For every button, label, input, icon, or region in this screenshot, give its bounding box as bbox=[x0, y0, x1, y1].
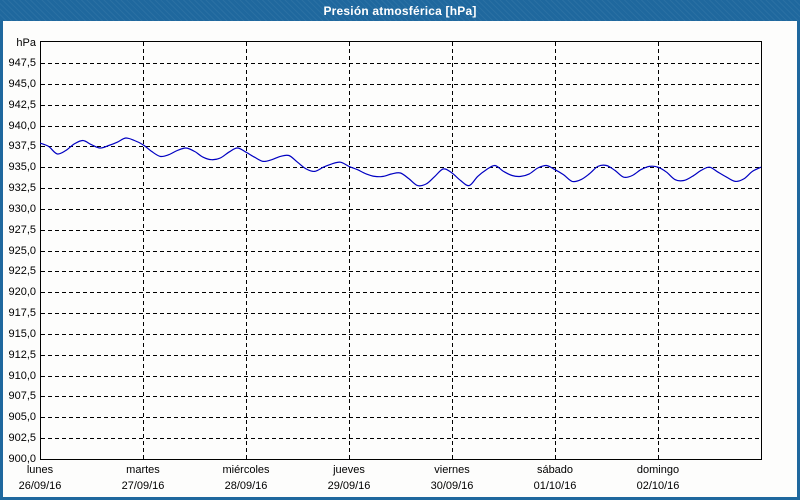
chart-title: Presión atmosférica [hPa] bbox=[323, 3, 477, 18]
x-tick-weekday: domingo bbox=[636, 464, 680, 476]
x-tick-label: lunes 26/09/16 bbox=[19, 464, 62, 492]
y-tick-label: 942,5 bbox=[8, 98, 36, 111]
y-tick-label: 937,5 bbox=[8, 140, 36, 153]
y-tick-label: 905,0 bbox=[8, 411, 36, 424]
x-tick-label: viernes 30/09/16 bbox=[431, 464, 474, 492]
y-tick-label: 915,0 bbox=[8, 327, 36, 340]
y-tick-label: 917,5 bbox=[8, 307, 36, 320]
window-titlebar: Presión atmosférica [hPa] bbox=[0, 0, 800, 21]
plot-area bbox=[40, 41, 762, 460]
x-tick-date: 02/10/16 bbox=[636, 480, 680, 492]
x-tick-date: 30/09/16 bbox=[430, 480, 474, 492]
x-tick-label: domingo 02/10/16 bbox=[637, 464, 680, 492]
y-tick-label: 912,5 bbox=[8, 348, 36, 361]
x-tick-weekday: miércoles bbox=[222, 464, 270, 476]
x-tick-label: miércoles 28/09/16 bbox=[222, 464, 269, 492]
y-tick-label: 940,0 bbox=[8, 119, 36, 132]
y-tick-label: 925,0 bbox=[8, 244, 36, 257]
y-tick-label: 902,5 bbox=[8, 432, 36, 445]
y-axis-unit-label: hPa bbox=[16, 37, 36, 49]
y-tick-label: 932,5 bbox=[8, 182, 36, 195]
y-tick-label: 927,5 bbox=[8, 223, 36, 236]
y-tick-label: 910,0 bbox=[8, 369, 36, 382]
chart-content: hPa 947,5 945,0 942,5 940,0 937,5 935,0 932,5 9… bbox=[3, 21, 797, 497]
y-tick-label: 900,0 bbox=[8, 453, 36, 465]
x-tick-label: sábado 01/10/16 bbox=[534, 464, 577, 492]
y-tick-label: 920,0 bbox=[8, 286, 36, 299]
x-tick-weekday: jueves bbox=[333, 464, 365, 476]
x-tick-weekday: lunes bbox=[26, 464, 54, 476]
y-tick-label: 930,0 bbox=[8, 202, 36, 215]
x-tick-date: 26/09/16 bbox=[18, 480, 62, 492]
x-tick-date: 01/10/16 bbox=[533, 480, 577, 492]
x-tick-label: martes 27/09/16 bbox=[122, 464, 165, 492]
x-tick-label: jueves 29/09/16 bbox=[328, 464, 371, 492]
plot-border bbox=[40, 41, 762, 460]
y-tick-label: 945,0 bbox=[8, 77, 36, 90]
x-tick-weekday: viernes bbox=[434, 464, 470, 476]
y-tick-label: 922,5 bbox=[8, 265, 36, 278]
x-tick-date: 29/09/16 bbox=[327, 480, 371, 492]
x-tick-weekday: martes bbox=[126, 464, 160, 476]
pressure-line-series bbox=[40, 137, 762, 187]
x-tick-date: 27/09/16 bbox=[121, 480, 165, 492]
y-tick-label: 935,0 bbox=[8, 161, 36, 174]
x-tick-date: 28/09/16 bbox=[224, 480, 268, 492]
y-tick-label: 947,5 bbox=[8, 57, 36, 69]
x-tick-weekday: sábado bbox=[536, 464, 574, 476]
y-tick-label: 907,5 bbox=[8, 390, 36, 403]
